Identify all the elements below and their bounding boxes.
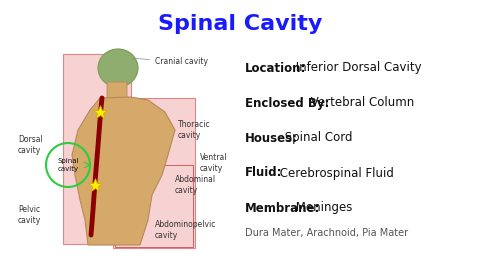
Text: Spinal
cavity: Spinal cavity — [57, 158, 79, 171]
Text: Spinal Cavity: Spinal Cavity — [158, 14, 322, 34]
Text: Cerebrospinal Fluid: Cerebrospinal Fluid — [276, 167, 394, 180]
Text: Cranial cavity: Cranial cavity — [133, 58, 208, 66]
Text: Inferior Dorsal Cavity: Inferior Dorsal Cavity — [292, 62, 421, 75]
Text: Membrane:: Membrane: — [245, 201, 320, 214]
Text: Fluid:: Fluid: — [245, 167, 283, 180]
Text: Abdominopelvic
cavity: Abdominopelvic cavity — [155, 220, 216, 240]
Text: Dura Mater, Arachnoid, Pia Mater: Dura Mater, Arachnoid, Pia Mater — [245, 228, 408, 238]
Polygon shape — [72, 97, 175, 245]
Bar — [115, 165, 193, 247]
Text: Vertebral Column: Vertebral Column — [307, 96, 415, 110]
FancyBboxPatch shape — [107, 82, 127, 100]
Text: Meninges: Meninges — [292, 201, 352, 214]
Bar — [113, 98, 195, 248]
Ellipse shape — [98, 49, 138, 87]
Bar — [63, 54, 131, 244]
Text: Thoracic
cavity: Thoracic cavity — [178, 120, 211, 140]
Text: Spinal Cord: Spinal Cord — [281, 131, 353, 144]
Text: Houses:: Houses: — [245, 131, 298, 144]
Text: Enclosed By:: Enclosed By: — [245, 96, 329, 110]
Text: Location:: Location: — [245, 62, 306, 75]
Text: Ventral
cavity: Ventral cavity — [200, 153, 228, 173]
Text: Abdominal
cavity: Abdominal cavity — [175, 175, 216, 195]
Text: Pelvic
cavity: Pelvic cavity — [18, 205, 41, 225]
Text: Dorsal
cavity: Dorsal cavity — [18, 135, 43, 155]
